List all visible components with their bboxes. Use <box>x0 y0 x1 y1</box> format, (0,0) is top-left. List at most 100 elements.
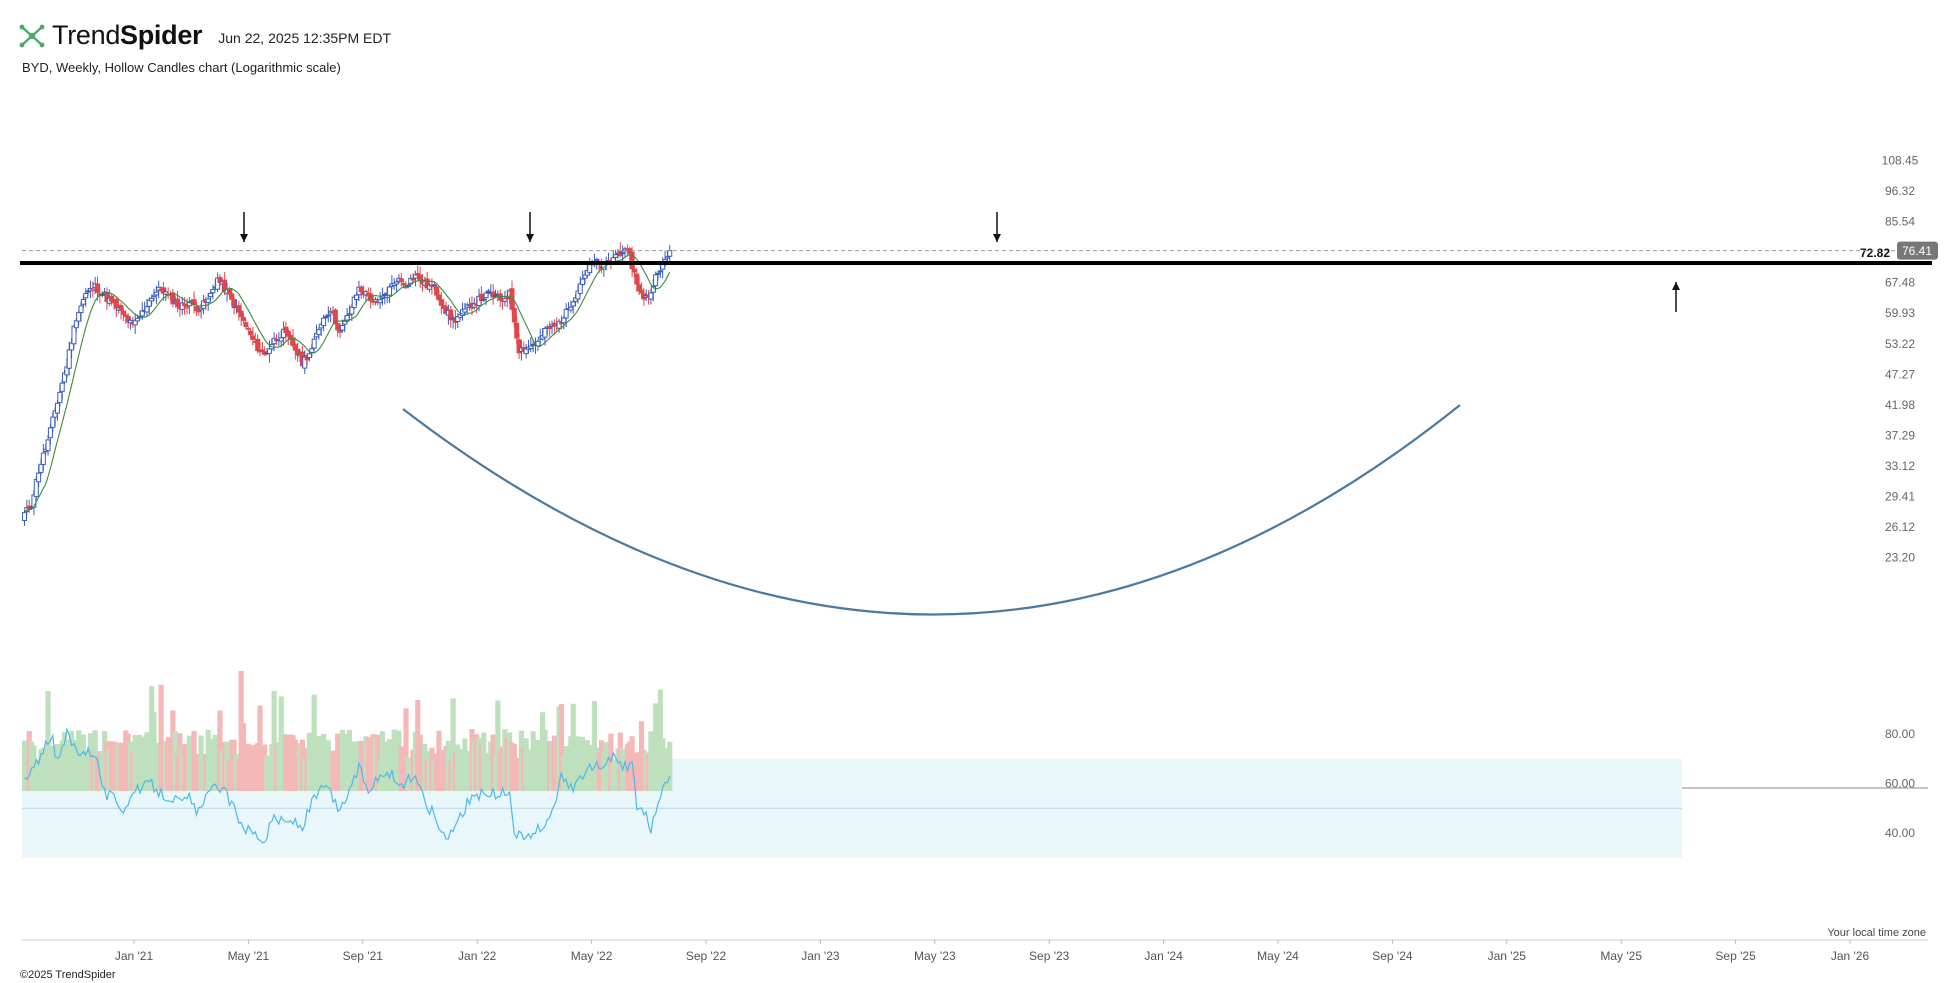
candle-body <box>45 439 51 452</box>
volume-bar <box>257 705 263 791</box>
candle-body <box>657 270 663 273</box>
candle-body <box>417 274 423 281</box>
candle-body <box>344 315 350 322</box>
candle-body <box>542 327 548 338</box>
price-axis: 108.45 96.32 85.54 67.48 59.93 53.22 47.27 41.9… <box>1882 153 1919 564</box>
candle <box>311 335 317 351</box>
candle-body <box>59 382 65 392</box>
candle-body <box>634 273 640 285</box>
candle-body <box>462 308 468 313</box>
candle-body <box>528 345 534 349</box>
resistance-label: 72.82 <box>1860 246 1890 260</box>
volume-bar <box>450 698 456 791</box>
candle-body <box>667 250 673 257</box>
volume-bar <box>158 684 164 791</box>
candle-body <box>151 294 157 298</box>
candle <box>448 305 454 328</box>
price-axis-label: 37.29 <box>1885 428 1915 442</box>
last-price-badge <box>1897 241 1938 260</box>
candle-body <box>184 306 190 309</box>
candle <box>316 327 322 340</box>
candle <box>78 301 84 322</box>
chart-timestamp: Jun 22, 2025 12:35PM EDT <box>218 29 392 46</box>
x-axis-label: Jan '26 <box>1831 949 1870 963</box>
candle-body <box>250 335 256 341</box>
candle <box>236 300 242 321</box>
price-axis-label: 47.27 <box>1885 367 1915 381</box>
candle <box>22 510 27 526</box>
header: TrendSpider Jun 22, 2025 12:35PM EDT <box>18 20 391 51</box>
rsi-axis-label: 40.00 <box>1885 826 1915 840</box>
candle <box>617 242 623 258</box>
candle-body <box>95 283 101 293</box>
candle-body <box>306 353 312 359</box>
candle-body <box>321 317 327 327</box>
candle-body <box>332 309 338 324</box>
x-axis-label: Sep '23 <box>1029 949 1070 963</box>
price-axis-label: 33.12 <box>1885 459 1915 473</box>
candle-body <box>483 292 489 299</box>
x-axis-label: Jan '24 <box>1144 949 1183 963</box>
candle-body <box>54 402 60 414</box>
x-axis-label: Jan '22 <box>458 949 497 963</box>
candle-body <box>248 330 254 336</box>
candle <box>132 313 138 335</box>
candle-body <box>66 349 72 369</box>
candle <box>186 297 192 315</box>
candle-body <box>358 286 364 293</box>
last-price-badge-label: 76.41 <box>1902 244 1932 258</box>
candle-body <box>316 329 322 336</box>
cup-base-arc <box>402 404 1461 616</box>
candle-body <box>325 314 331 317</box>
volume-bar <box>495 700 501 791</box>
volume-bar <box>311 694 317 791</box>
candle-body <box>594 258 600 261</box>
volume-bar <box>558 704 565 791</box>
candle-body <box>580 278 586 286</box>
brand-wordmark: TrendSpider <box>52 20 203 51</box>
candle-body <box>349 306 355 315</box>
candle-body <box>57 391 63 404</box>
candle-body <box>372 298 378 302</box>
arrow-head <box>240 234 248 242</box>
candle-body <box>664 256 670 259</box>
candle-body <box>577 283 583 294</box>
rsi-axis: 80.00 60.00 40.00 <box>1885 727 1915 840</box>
copyright: ©2025 TrendSpider <box>20 969 116 981</box>
x-axis-label: Sep '24 <box>1372 949 1413 963</box>
x-axis-label: May '22 <box>571 949 613 963</box>
candle <box>509 280 515 312</box>
candle <box>523 343 529 359</box>
x-axis-label: Sep '22 <box>686 949 727 963</box>
candle-body <box>36 472 42 483</box>
price-axis-label: 29.41 <box>1885 489 1915 503</box>
volume-bar <box>591 700 598 791</box>
candle-body <box>76 312 82 322</box>
down-arrow-icon <box>240 212 248 242</box>
volume-bars <box>21 671 673 791</box>
candle-body <box>377 299 383 304</box>
candle-body <box>175 298 181 308</box>
candle <box>490 283 496 305</box>
candle-body <box>255 338 261 352</box>
moving-average-line <box>24 254 671 513</box>
volume-bar <box>653 703 659 791</box>
price-axis-label: 85.54 <box>1885 215 1915 229</box>
candle <box>412 270 418 287</box>
candle-body <box>653 274 659 287</box>
candle-body <box>438 299 444 306</box>
candle-body <box>47 427 53 439</box>
candle-body <box>73 320 79 329</box>
candle-body <box>339 325 345 331</box>
candle-body <box>639 289 645 294</box>
candle-body <box>229 293 235 300</box>
candle-body <box>149 297 155 302</box>
candle-body <box>481 298 487 301</box>
candle-body <box>354 294 360 301</box>
candle <box>387 284 393 304</box>
candle-body <box>342 320 348 325</box>
candle-body <box>431 284 437 287</box>
rsi-line <box>24 726 671 844</box>
price-axis-label: 23.20 <box>1885 551 1915 565</box>
